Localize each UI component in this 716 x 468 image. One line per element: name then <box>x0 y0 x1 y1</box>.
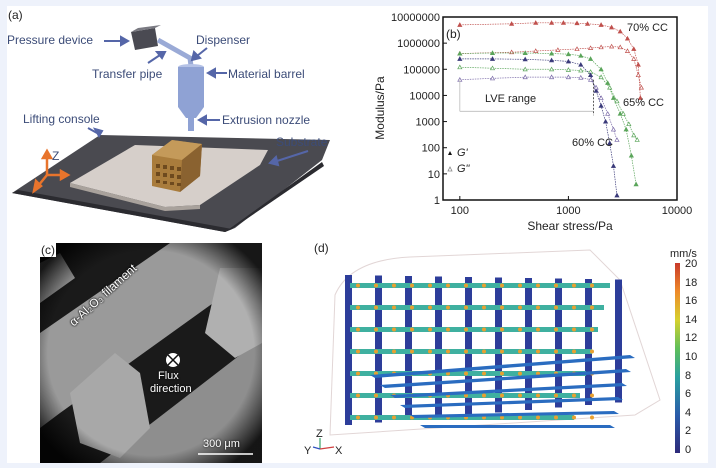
colorbar-tick-label: 18 <box>685 276 698 289</box>
colorbar-tick-label: 6 <box>685 388 692 401</box>
callout-lifting-console: Lifting console <box>23 112 100 126</box>
colorbar-tick-label: 16 <box>685 295 698 308</box>
callout-extrusion-nozzle: Extrusion nozzle <box>222 113 311 127</box>
axes-triad-icon <box>312 438 335 450</box>
y-tick-label: 1000 <box>416 117 440 129</box>
scale-bar-label: 300 μm <box>203 438 240 450</box>
panel-c-sem-image: (c) α-Al₂O₃ filament Flux direction 300 … <box>40 243 262 463</box>
colorbar-tick-label: 20 <box>685 258 698 270</box>
y-tick-label: 10000000 <box>391 12 440 24</box>
sem-micrograph <box>40 243 262 463</box>
pressure-device <box>131 28 158 50</box>
data-series <box>457 20 644 198</box>
velocity-field-render: Z Y X <box>304 249 680 457</box>
x-tick-label: 100 <box>451 205 469 217</box>
svg-text:Z: Z <box>316 428 323 440</box>
panel-c-label: (c) <box>40 243 56 257</box>
material-barrel <box>178 67 204 107</box>
flux-label-line2: direction <box>150 383 192 395</box>
x-tick-label: 1000 <box>556 205 580 217</box>
colorbar-tick-label: 10 <box>685 351 698 363</box>
y-tick-label: 100 <box>422 143 440 155</box>
colorbar-unit: mm/s <box>670 248 697 260</box>
colorbar-tick-label: 8 <box>685 369 692 382</box>
annotation-60cc: 60% CC <box>572 137 613 149</box>
y-axis-ticks: 10000000 1000000 100000 10000 1000 100 10 1 <box>391 12 447 207</box>
flux-direction-icon <box>166 353 180 367</box>
extrusion-nozzle <box>188 118 194 131</box>
axis-z-label: Z <box>52 149 60 163</box>
y-tick-label: 1000000 <box>397 38 440 50</box>
callout-substrate: Substrate <box>276 135 328 149</box>
annotation-lve-range: LVE range <box>485 93 536 105</box>
panel-a: (a) <box>0 0 360 235</box>
panel-a-label: (a) <box>8 8 23 22</box>
lattice-cube-icon <box>152 140 202 192</box>
panel-b-label: (b) <box>446 27 461 41</box>
colorbar-tick-label: 2 <box>685 425 692 438</box>
callout-pressure-device: Pressure device <box>7 33 94 47</box>
x-axis-label: Shear stress/Pa <box>527 219 613 233</box>
y-axis-label: Modulus/Pa <box>373 76 387 140</box>
y-tick-label: 1 <box>434 195 440 207</box>
colorbar-tick-label: 4 <box>685 406 692 419</box>
legend: G' G" <box>447 147 471 175</box>
y-tick-label: 100000 <box>403 64 440 76</box>
flux-label-line1: Flux <box>158 370 179 382</box>
panel-d-flow-simulation: (d) Z Y X mm/s 20 18 16 14 12 10 8 6 4 <box>290 235 716 468</box>
x-tick-label: 10000 <box>662 205 693 217</box>
lve-range-marker <box>459 79 594 116</box>
colorbar-tick-label: 0 <box>685 444 692 456</box>
callout-dispenser: Dispenser <box>196 33 251 47</box>
colorbar-tick-label: 12 <box>685 332 698 345</box>
x-axis-ticks: 100 1000 10000 <box>451 196 693 217</box>
modulus-chart: 10000000 1000000 100000 10000 1000 100 10 1 100… <box>373 12 693 233</box>
y-tick-label: 10 <box>428 169 440 181</box>
panel-b-chart: 10000000 1000000 100000 10000 1000 100 10 1 100… <box>360 0 716 235</box>
lattice-channels <box>345 275 635 428</box>
svg-text:X: X <box>335 445 343 457</box>
colorbar <box>675 263 680 453</box>
panel-d-label: (d) <box>314 241 329 255</box>
y-tick-label: 10000 <box>409 90 440 102</box>
svg-text:G': G' <box>457 147 469 159</box>
colorbar-tick-label: 14 <box>685 313 698 326</box>
callout-transfer-pipe: Transfer pipe <box>92 67 163 81</box>
callout-material-barrel: Material barrel <box>228 67 305 81</box>
annotation-65cc: 65% CC <box>623 97 664 109</box>
svg-text:G": G" <box>457 163 471 175</box>
xyz-axis-icon <box>32 148 71 194</box>
annotation-70cc: 70% CC <box>627 22 668 34</box>
printer-diagram <box>12 25 330 232</box>
svg-text:Y: Y <box>304 445 312 457</box>
transfer-pipe <box>156 37 194 67</box>
